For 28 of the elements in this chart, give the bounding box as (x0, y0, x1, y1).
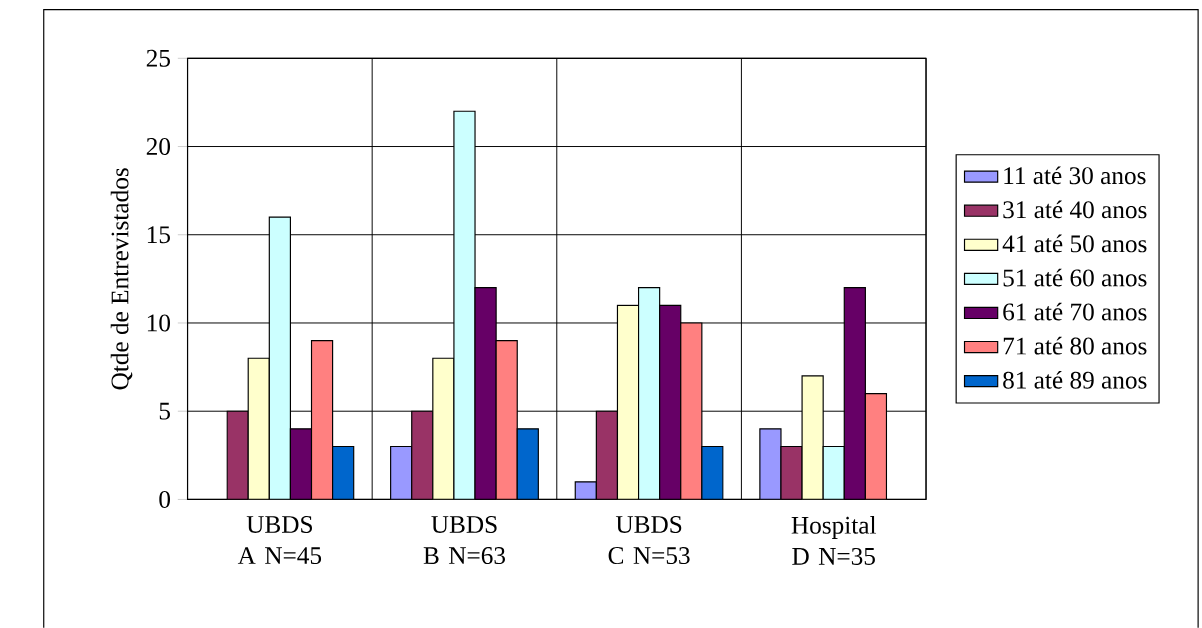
legend-label: 31 até 40 anos (1003, 200, 1147, 219)
legend-label: 81 até 89 anos (1003, 371, 1147, 389)
bar (247, 357, 270, 500)
legend-label: 11 até 30 anos (1004, 166, 1146, 185)
x-tick-label: UBDS B N=63 (423, 516, 505, 565)
bar (637, 287, 661, 500)
legend-label: 71 até 80 anos (1003, 336, 1147, 355)
y-tick-label: 10 (147, 314, 171, 332)
bar (432, 357, 455, 500)
x-tick-label: UBDS C N=53 (608, 516, 690, 565)
bar (616, 304, 640, 500)
y-tick-label: 20 (146, 138, 171, 156)
y-tick-label: 5 (159, 402, 170, 420)
legend-label: 41 até 50 anos (1002, 234, 1147, 253)
y-tick-label: 0 (159, 491, 171, 509)
bar (822, 446, 845, 500)
y-tick-label: 25 (146, 49, 170, 67)
legend-label: 61 até 70 anos (1003, 302, 1147, 321)
x-tick-label: Hospital D N=35 (791, 516, 877, 566)
x-tick-label: UBDS A N=45 (237, 516, 322, 565)
bar (268, 216, 291, 500)
y-axis-title: Qtde de Entrevistados (110, 168, 133, 390)
y-tick-label: 15 (147, 226, 170, 244)
bar (574, 481, 597, 500)
bar (801, 375, 824, 500)
legend-label: 51 até 60 anos (1003, 268, 1147, 287)
bar (453, 110, 476, 500)
bar (390, 446, 413, 500)
